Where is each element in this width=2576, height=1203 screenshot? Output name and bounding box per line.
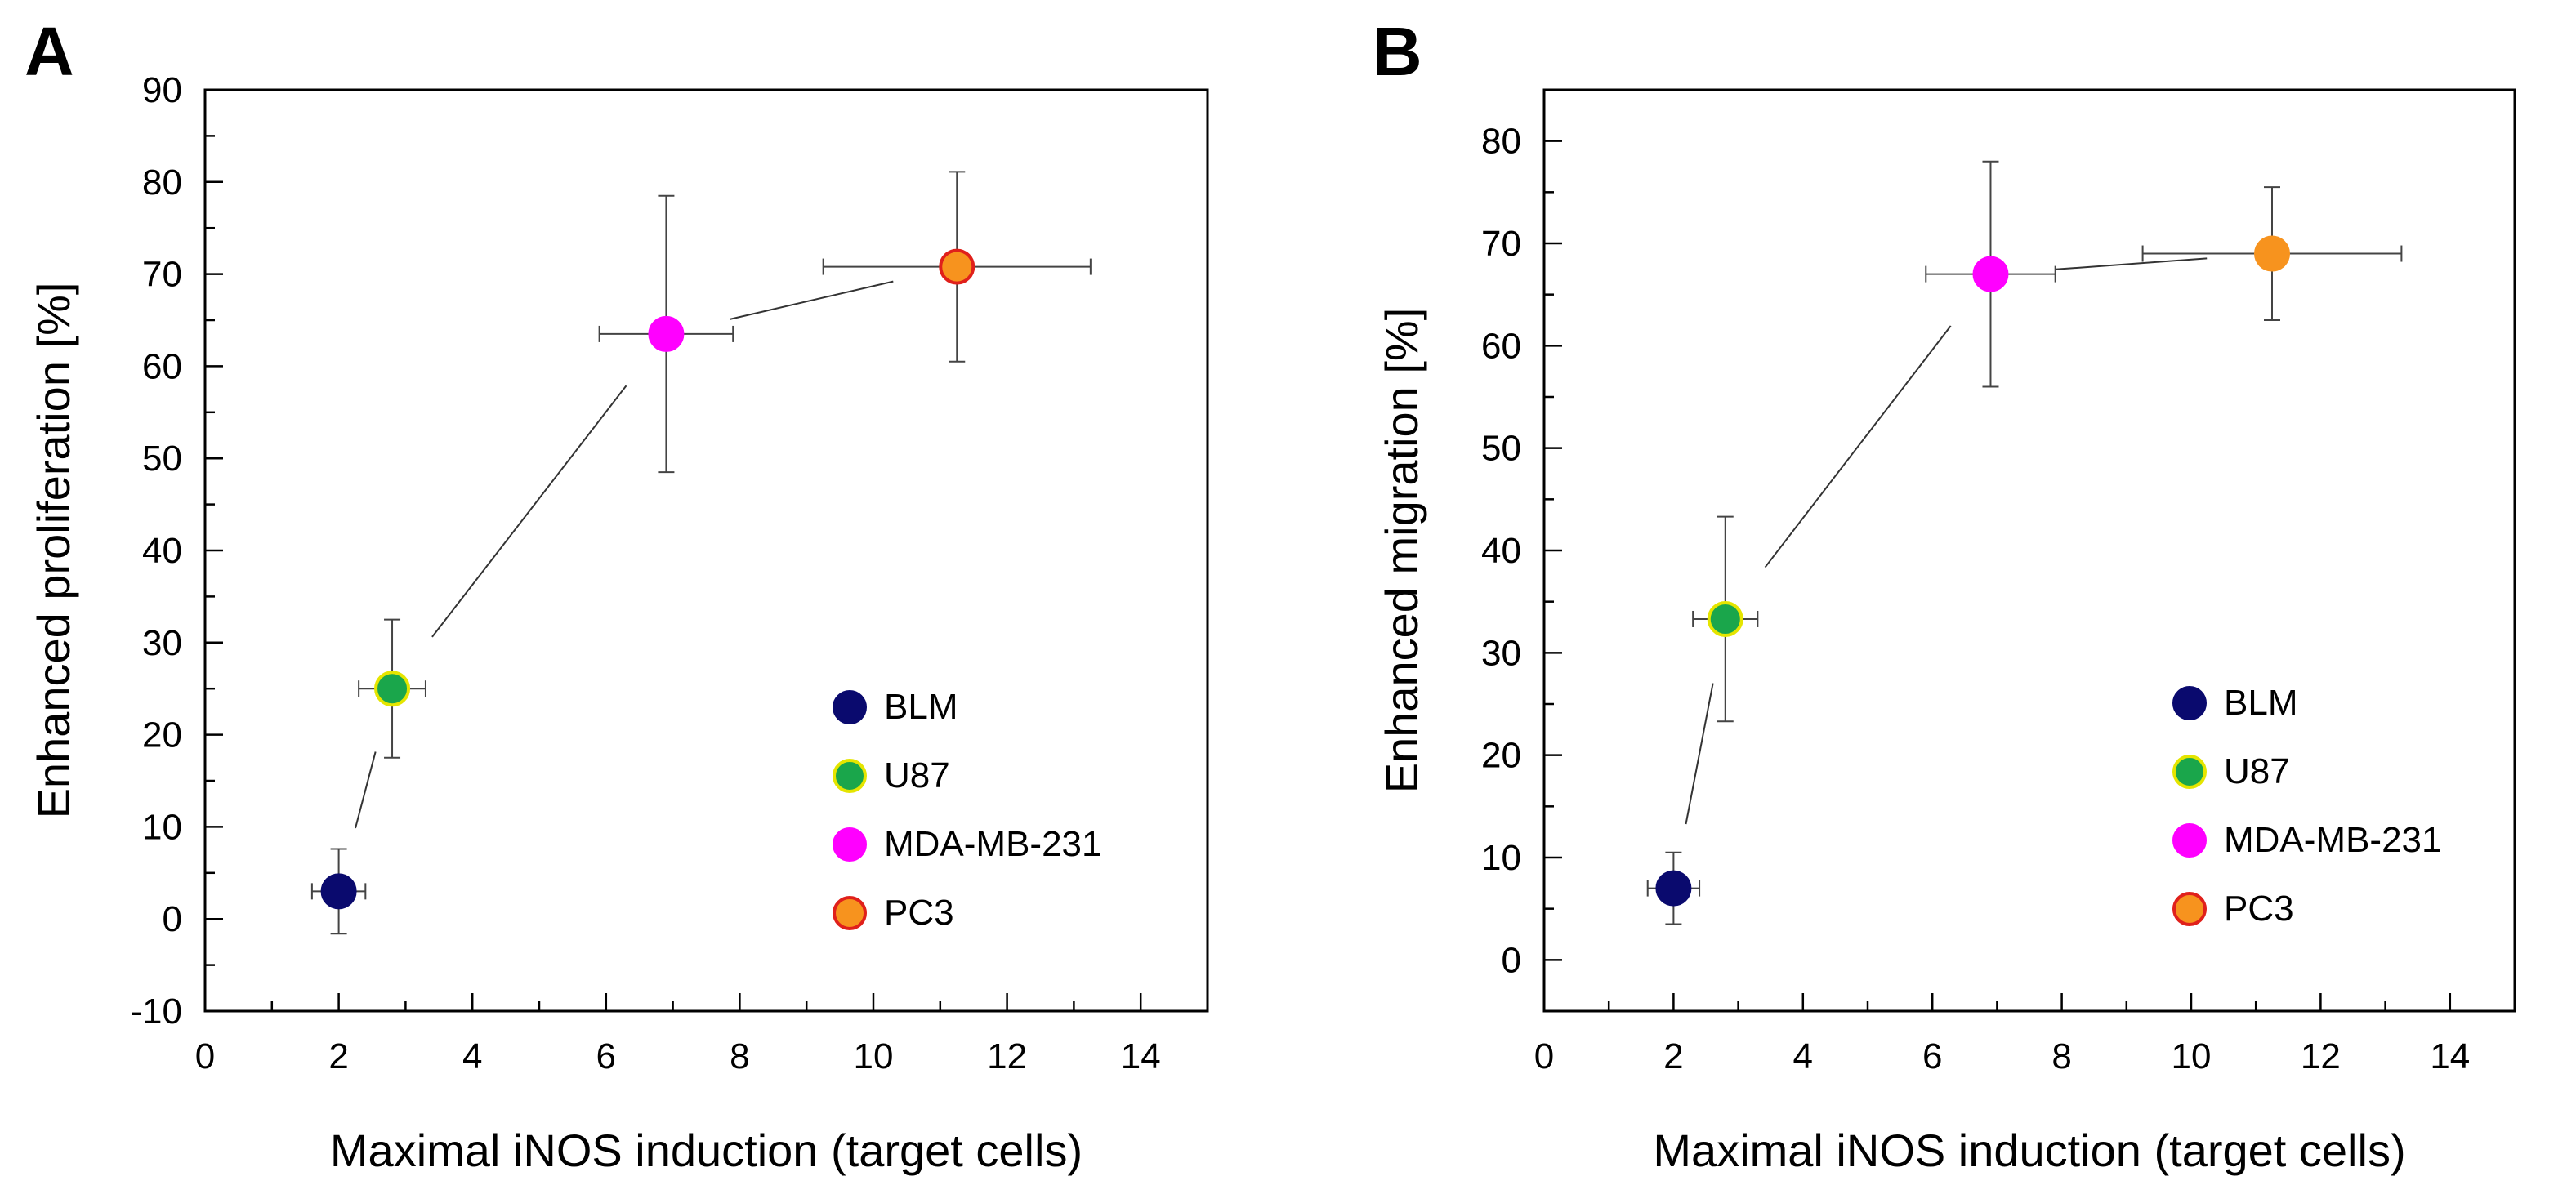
legend-label: MDA-MB-231 bbox=[2224, 820, 2442, 860]
connector-line bbox=[431, 385, 627, 638]
chart-panel-b: B 0 2 4 6 8 10 12 14 0 10 20 30 40 50 60 70 80 Maximal iNO… bbox=[1373, 13, 2516, 1176]
legend-marker-pc3 bbox=[2172, 892, 2207, 926]
x-tick-label: 12 bbox=[987, 1036, 1027, 1076]
y-tick-label: 10 bbox=[142, 807, 182, 847]
y-tick-label: 0 bbox=[163, 899, 182, 939]
y-tick-label: 70 bbox=[1481, 224, 1521, 264]
y-tick-label: 90 bbox=[142, 70, 182, 110]
x-tick-label: 0 bbox=[195, 1036, 215, 1076]
panel-letter: B bbox=[1373, 13, 1422, 90]
legend-label: BLM bbox=[2224, 683, 2297, 723]
connector-line bbox=[1764, 325, 1952, 568]
panel-letter: A bbox=[25, 13, 74, 90]
x-tick-label: 12 bbox=[2301, 1036, 2341, 1076]
x-tick-label: 10 bbox=[854, 1036, 894, 1076]
y-tick-label: 80 bbox=[142, 163, 182, 203]
x-tick-label: 8 bbox=[2051, 1036, 2071, 1076]
x-axis-label: Maximal iNOS induction (target cells) bbox=[1653, 1125, 2405, 1176]
data-point-u87 bbox=[374, 671, 411, 707]
legend-label: MDA-MB-231 bbox=[884, 824, 1102, 864]
y-tick-label: 0 bbox=[1502, 940, 1521, 980]
chart-panel-a: A 0 2 4 6 8 10 12 14 -10 0 10 20 30 40 50 60 70 80 90 Maxima… bbox=[25, 13, 1209, 1176]
plot-frame bbox=[203, 88, 1209, 1013]
y-tick-label: 30 bbox=[1481, 633, 1521, 673]
legend-label: PC3 bbox=[2224, 889, 2294, 929]
y-tick-label: 50 bbox=[142, 439, 182, 479]
y-tick-label: 40 bbox=[142, 531, 182, 571]
data-point-mda-mb-231 bbox=[1972, 256, 2009, 292]
legend-marker-blm bbox=[2172, 686, 2207, 720]
y-tick-label: 20 bbox=[142, 715, 182, 755]
legend-label: U87 bbox=[2224, 751, 2290, 791]
x-tick-label: 6 bbox=[596, 1036, 616, 1076]
y-tick-label: 60 bbox=[142, 346, 182, 386]
y-tick-label: 20 bbox=[1481, 736, 1521, 776]
x-tick-label: 0 bbox=[1534, 1036, 1554, 1076]
legend-label: BLM bbox=[884, 687, 958, 727]
connector-line bbox=[1685, 683, 1714, 825]
data-point-pc3 bbox=[939, 248, 975, 285]
legend-label: U87 bbox=[884, 755, 950, 795]
y-tick-label: 70 bbox=[142, 255, 182, 295]
legend-marker-u87 bbox=[2172, 755, 2207, 789]
x-tick-label: 14 bbox=[1121, 1036, 1161, 1076]
y-tick-label: -10 bbox=[130, 991, 182, 1031]
data-point-u87 bbox=[1707, 600, 1743, 637]
legend-marker-pc3 bbox=[833, 896, 867, 930]
y-tick-label: 10 bbox=[1481, 838, 1521, 878]
y-axis-label: Enhanced proliferation [%] bbox=[28, 283, 79, 819]
y-tick-label: 30 bbox=[142, 623, 182, 663]
plot-frame bbox=[1542, 88, 2516, 1013]
connector-line bbox=[730, 280, 894, 320]
data-point-pc3 bbox=[2254, 235, 2290, 272]
data-point-blm bbox=[1655, 870, 1692, 907]
x-tick-label: 2 bbox=[1663, 1036, 1683, 1076]
legend-marker-mda-mb-231 bbox=[833, 827, 867, 862]
x-tick-label: 4 bbox=[1793, 1036, 1813, 1076]
x-tick-label: 6 bbox=[1922, 1036, 1942, 1076]
legend-marker-mda-mb-231 bbox=[2172, 823, 2207, 858]
data-point-mda-mb-231 bbox=[648, 315, 685, 352]
x-tick-label: 10 bbox=[2172, 1036, 2212, 1076]
x-tick-label: 8 bbox=[730, 1036, 749, 1076]
y-axis-label: Enhanced migration [%] bbox=[1376, 308, 1427, 794]
connector-line bbox=[355, 751, 377, 829]
x-tick-label: 14 bbox=[2430, 1036, 2470, 1076]
y-tick-label: 50 bbox=[1481, 429, 1521, 469]
x-axis-label: Maximal iNOS induction (target cells) bbox=[330, 1125, 1083, 1176]
y-tick-label: 60 bbox=[1481, 326, 1521, 366]
legend-marker-blm bbox=[833, 690, 867, 724]
x-tick-label: 4 bbox=[462, 1036, 482, 1076]
legend-label: PC3 bbox=[884, 893, 954, 933]
x-tick-label: 2 bbox=[328, 1036, 348, 1076]
connector-line bbox=[2056, 257, 2208, 270]
legend-marker-u87 bbox=[833, 759, 867, 793]
data-point-blm bbox=[320, 873, 357, 910]
y-tick-label: 40 bbox=[1481, 531, 1521, 571]
y-tick-label: 80 bbox=[1481, 122, 1521, 162]
